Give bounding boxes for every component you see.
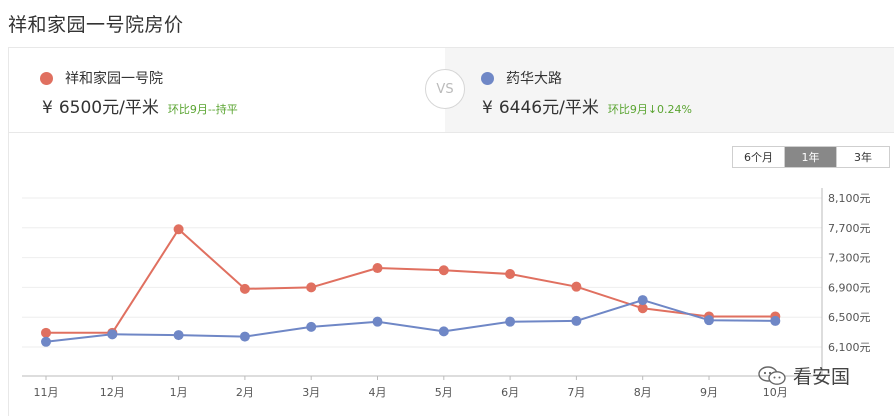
x-tick-label: 11月 [34, 386, 59, 399]
series-line-2 [45, 299, 776, 343]
left-community-name: 祥和家园一号院 [40, 68, 163, 88]
wechat-icon [758, 365, 786, 385]
series-1-point [41, 327, 51, 338]
series-2-point [372, 316, 383, 327]
x-tick-label: 8月 [634, 386, 652, 399]
right-currency-symbol: ¥ [482, 98, 493, 118]
x-tick-label: 10月 [763, 386, 788, 399]
range-tab-3-years[interactable]: 3年 [837, 147, 889, 167]
series-1-point [239, 283, 250, 294]
y-tick-label: 8,100元 [828, 192, 871, 205]
vs-badge: VS [425, 69, 465, 109]
left-community-card: 祥和家园一号院 ¥ 6500元/平米 环比9月--持平 [9, 48, 445, 132]
page-title: 祥和家园一号院房价 [8, 14, 184, 36]
right-community-name: 药华大路 [481, 68, 562, 88]
left-price-row: ¥ 6500元/平米 环比9月--持平 [42, 93, 238, 118]
series-2-point [637, 295, 648, 306]
range-tabs: 6个月 1年 3年 [732, 146, 890, 168]
series-2-point [173, 330, 184, 341]
series-2-point [239, 331, 250, 342]
left-price: 6500元/平米 [58, 98, 159, 118]
watermark: 看安国 [757, 362, 850, 389]
series-2-point [41, 336, 51, 347]
comparison-panel: 祥和家园一号院 ¥ 6500元/平米 环比9月--持平 VS 药华大路 ¥ 64… [8, 47, 894, 133]
series-1-point [173, 224, 184, 235]
x-tick-label: 4月 [369, 386, 387, 399]
series-1-point [372, 263, 383, 274]
right-community-label: 药华大路 [506, 71, 562, 87]
series-1-point [505, 268, 516, 279]
right-series-dot-icon [481, 71, 494, 85]
y-tick-label: 7,700元 [828, 222, 871, 235]
series-2-point [704, 315, 714, 326]
watermark-text: 看安国 [793, 366, 851, 388]
x-tick-label: 12月 [100, 386, 125, 399]
x-tick-label: 3月 [302, 386, 320, 399]
series-line-1 [46, 228, 776, 334]
left-series-dot-icon [40, 71, 53, 85]
series-2-point [571, 315, 582, 326]
right-change: 环比9月↓0.24% [607, 103, 692, 116]
x-tick-label: 7月 [567, 386, 585, 399]
range-tab-6-months[interactable]: 6个月 [733, 147, 785, 167]
x-tick-label: 5月 [435, 386, 453, 399]
series-1-point [306, 282, 317, 293]
y-tick-label: 6,100元 [828, 341, 871, 354]
x-tick-label: 6月 [501, 386, 519, 399]
left-community-label: 祥和家园一号院 [65, 71, 163, 87]
x-tick-label: 2月 [236, 386, 254, 399]
right-price: 6446元/平米 [498, 98, 599, 118]
y-tick-label: 6,900元 [828, 281, 871, 294]
x-tick-label: 9月 [700, 386, 718, 399]
y-tick-label: 6,500元 [828, 311, 871, 324]
x-tick-label: 1月 [170, 386, 188, 399]
range-tab-1-year[interactable]: 1年 [785, 147, 837, 167]
right-community-card: 药华大路 ¥ 6446元/平米 环比9月↓0.24% [445, 48, 894, 132]
right-price-row: ¥ 6446元/平米 环比9月↓0.24% [482, 93, 692, 118]
series-2-point [306, 321, 317, 332]
series-1-point [438, 265, 449, 276]
series-2-point [438, 326, 449, 337]
series-1-point [571, 281, 582, 292]
left-change: 环比9月--持平 [167, 103, 238, 116]
series-1-point [637, 303, 648, 314]
left-currency-symbol: ¥ [42, 98, 53, 118]
y-tick-label: 7,300元 [828, 252, 871, 265]
series-2-point [505, 316, 516, 327]
series-2-point [770, 315, 781, 326]
chart-area [8, 133, 894, 416]
series-2-point [107, 329, 118, 340]
